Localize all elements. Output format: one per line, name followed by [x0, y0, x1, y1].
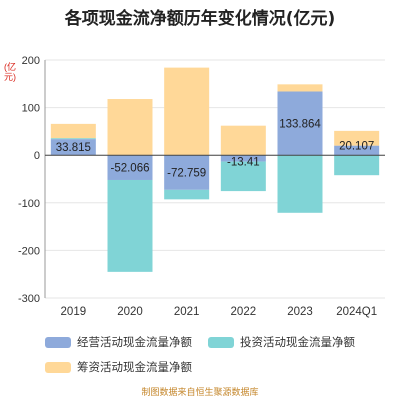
data-labels: 33.815 -52.066 -72.759 -13.41 133.864 20.107 [56, 118, 375, 179]
y-tick-label: -100 [18, 198, 40, 210]
bar-segment [277, 91, 323, 156]
legend-label-operating: 经营活动现金流量净额 [77, 335, 192, 349]
bar-segment [164, 189, 210, 200]
bar-segment [107, 155, 153, 180]
bar-segment [334, 130, 380, 146]
bar-segment [107, 179, 153, 272]
data-label: -52.066 [110, 163, 149, 175]
bar-segment [50, 139, 96, 156]
x-tick-labels: 2019 2020 2021 2022 2023 2024Q1 [61, 306, 378, 318]
bar-segment [164, 67, 210, 156]
data-label: 133.864 [279, 118, 321, 130]
bars [50, 67, 380, 272]
source-footer: 制图数据来自恒生聚源数据库 [141, 388, 259, 398]
legend-swatch-operating [45, 337, 71, 348]
data-label: 20.107 [339, 141, 374, 153]
bar-segment [164, 155, 210, 190]
x-tick-label: 2019 [61, 306, 87, 318]
x-tick-label: 2024Q1 [336, 306, 377, 318]
y-tick-label: 0 [34, 150, 40, 162]
grid-lines [44, 59, 385, 299]
y-tick-label: 100 [22, 103, 40, 115]
legend-swatch-financing [45, 362, 71, 373]
y-tick-label: 200 [22, 55, 40, 67]
bar-segment [277, 84, 323, 92]
y-tick-label: -300 [18, 293, 40, 305]
bar-segment [334, 155, 380, 176]
data-label: 33.815 [56, 142, 91, 154]
bar-segment [220, 161, 266, 192]
y-tick-labels: -300 -200 -100 0 100 200 [18, 55, 40, 305]
bar-segment [334, 145, 380, 156]
legend-label-financing: 筹资活动现金流量净额 [77, 360, 192, 374]
chart-title: 各项现金流净额历年变化情况(亿元) [64, 9, 336, 29]
legend-item-financing: 筹资活动现金流量净额 [45, 359, 192, 375]
bar-segment [277, 155, 323, 213]
bar-segment [50, 138, 96, 140]
x-tick-label: 2021 [174, 306, 200, 318]
bar-segment [220, 125, 266, 156]
bar-segment [220, 155, 266, 162]
y-tick-label: -200 [18, 245, 40, 257]
legend-label-investing: 投资活动现金流量净额 [240, 335, 355, 349]
data-label: -72.759 [167, 168, 206, 180]
x-tick-label: 2023 [287, 306, 313, 318]
x-tick-label: 2020 [117, 306, 143, 318]
legend-swatch-investing [208, 337, 234, 348]
legend-item-investing: 投资活动现金流量净额 [208, 334, 355, 350]
bar-segment [107, 99, 153, 156]
data-label: -13.41 [227, 157, 260, 169]
legend-item-operating: 经营活动现金流量净额 [45, 334, 192, 350]
x-tick-label: 2022 [231, 306, 257, 318]
y-axis-unit-label: (亿元) [4, 62, 16, 82]
bar-segment [50, 123, 96, 139]
